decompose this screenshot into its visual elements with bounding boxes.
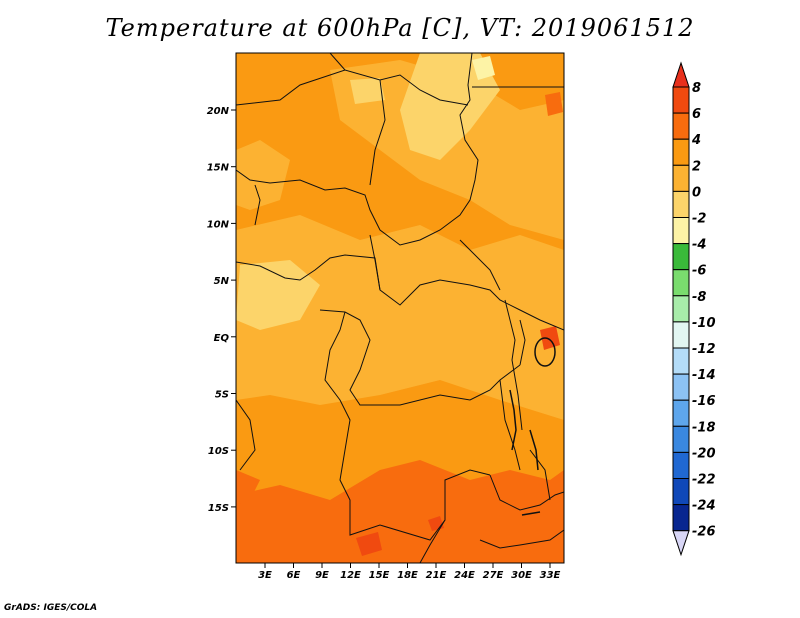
colorbar-label: -8 bbox=[692, 290, 706, 305]
colorbar-swatch bbox=[672, 504, 690, 532]
colorbar-label: -4 bbox=[692, 238, 706, 253]
lat-tick-label: 15N bbox=[207, 163, 230, 174]
lon-tick-label: 12E bbox=[340, 570, 361, 581]
lon-tick-label: 3E bbox=[258, 570, 272, 581]
colorbar-swatch bbox=[672, 373, 690, 401]
latitude-axis: 20N 15N 10N 5N EQ 5S 10S 15S bbox=[207, 106, 236, 514]
colorbar-bottom-arrow bbox=[672, 530, 690, 557]
colorbar-swatch bbox=[672, 321, 690, 349]
longitude-axis: 3E 6E 9E 12E 15E 18E 21E 24E 27E 30E 33E bbox=[258, 563, 561, 581]
colorbar-swatch bbox=[672, 217, 690, 245]
colorbar-swatch bbox=[672, 164, 690, 192]
lon-tick-label: 18E bbox=[397, 570, 418, 581]
colorbar-swatch bbox=[672, 269, 690, 297]
colorbar-label: -10 bbox=[692, 316, 716, 331]
country-borders bbox=[236, 53, 564, 563]
lat-tick-label: EQ bbox=[214, 333, 230, 344]
colorbar-swatch bbox=[672, 295, 690, 323]
colorbar-swatch bbox=[672, 112, 690, 140]
lon-tick-label: 30E bbox=[511, 570, 532, 581]
colorbar-swatch bbox=[672, 86, 690, 114]
lat-tick-label: 10N bbox=[207, 219, 230, 230]
colorbar-swatch bbox=[672, 478, 690, 506]
colorbar-top-arrow bbox=[672, 61, 690, 88]
map-title: Temperature at 600hPa [C], VT: 201906151… bbox=[105, 14, 695, 42]
colorbar-swatch bbox=[672, 425, 690, 453]
colorbar-label: -24 bbox=[692, 499, 716, 514]
colorbar-label: -26 bbox=[692, 525, 716, 540]
lon-tick-label: 21E bbox=[426, 570, 447, 581]
colorbar-swatch bbox=[672, 243, 690, 271]
lat-tick-label: 5S bbox=[215, 390, 229, 401]
lon-tick-label: 9E bbox=[315, 570, 329, 581]
colorbar-swatch bbox=[672, 399, 690, 427]
lon-tick-label: 24E bbox=[454, 570, 475, 581]
temperature-field bbox=[236, 53, 564, 563]
colorbar-label: -6 bbox=[692, 264, 706, 279]
lon-tick-label: 6E bbox=[287, 570, 301, 581]
lat-tick-label: 10S bbox=[208, 446, 229, 457]
colorbar-label: -20 bbox=[692, 446, 716, 461]
colorbar-label: 4 bbox=[691, 133, 701, 148]
lat-tick-label: 15S bbox=[208, 503, 229, 514]
lon-tick-label: 15E bbox=[369, 570, 390, 581]
colorbar-label: -16 bbox=[692, 394, 716, 409]
colorbar-label: -2 bbox=[692, 212, 706, 227]
map-frame bbox=[235, 52, 565, 564]
colorbar-label: -22 bbox=[692, 473, 716, 488]
colorbar-label: -14 bbox=[692, 368, 716, 383]
lon-tick-label: 27E bbox=[483, 570, 504, 581]
colorbar: 8 6 4 2 0 -2 -4 -6 -8 -10 -12 -14 -16 -18 -20 -22 -24 -26 bbox=[672, 61, 716, 557]
colorbar-label: -12 bbox=[692, 342, 716, 357]
footer-credit: GrADS: IGES/COLA bbox=[4, 603, 98, 613]
colorbar-label: 6 bbox=[692, 107, 701, 122]
colorbar-label: 8 bbox=[692, 81, 701, 96]
lakes bbox=[509, 337, 556, 516]
colorbar-label: -18 bbox=[692, 420, 716, 435]
colorbar-label: 0 bbox=[692, 185, 701, 200]
colorbar-swatch bbox=[672, 138, 690, 166]
lat-tick-label: 5N bbox=[214, 276, 230, 287]
lat-tick-label: 20N bbox=[207, 106, 230, 117]
colorbar-label: 2 bbox=[692, 159, 701, 174]
lon-tick-label: 33E bbox=[540, 570, 561, 581]
colorbar-swatch bbox=[672, 451, 690, 479]
colorbar-swatch bbox=[672, 190, 690, 218]
colorbar-swatch bbox=[672, 347, 690, 375]
